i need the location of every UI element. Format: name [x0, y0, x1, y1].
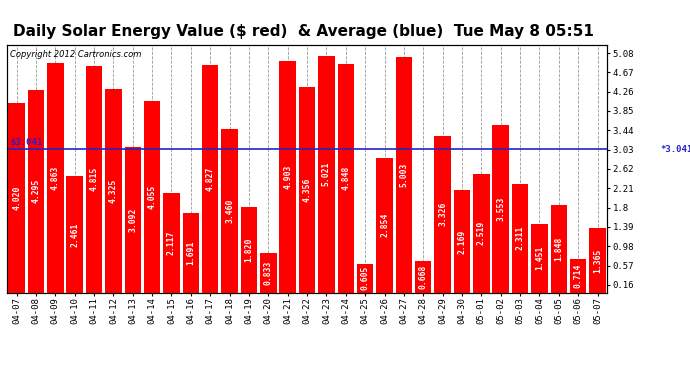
Bar [415, 261, 431, 292]
Text: 0.605: 0.605 [361, 266, 370, 290]
Bar [570, 259, 586, 292]
Bar [28, 90, 44, 292]
Text: 3.553: 3.553 [496, 196, 505, 221]
Text: 4.356: 4.356 [302, 178, 312, 202]
Bar [531, 224, 548, 292]
Text: 4.295: 4.295 [32, 179, 41, 204]
Bar [221, 129, 238, 292]
Text: 2.854: 2.854 [380, 213, 389, 237]
Bar [47, 63, 63, 292]
Text: 3.092: 3.092 [128, 207, 137, 232]
Bar [279, 62, 296, 292]
Text: 4.903: 4.903 [283, 165, 292, 189]
Bar [512, 183, 529, 292]
Text: 2.169: 2.169 [457, 229, 466, 254]
Text: 2.311: 2.311 [515, 226, 524, 250]
Text: 4.055: 4.055 [148, 185, 157, 209]
Text: 2.461: 2.461 [70, 222, 79, 247]
Text: 4.815: 4.815 [90, 167, 99, 191]
Bar [435, 136, 451, 292]
Text: *3.041: *3.041 [660, 145, 690, 154]
Text: 3.460: 3.460 [225, 199, 234, 223]
Bar [202, 65, 219, 292]
Bar [8, 103, 25, 292]
Bar [66, 177, 83, 292]
Bar [124, 147, 141, 292]
Text: 4.827: 4.827 [206, 166, 215, 191]
Text: $3.041: $3.041 [11, 138, 43, 147]
Text: 0.833: 0.833 [264, 261, 273, 285]
Text: 1.848: 1.848 [554, 237, 563, 261]
Text: 2.519: 2.519 [477, 221, 486, 245]
Bar [299, 87, 315, 292]
Text: 0.714: 0.714 [573, 264, 582, 288]
Bar [395, 57, 412, 292]
Bar [241, 207, 257, 292]
Bar [454, 190, 470, 292]
Bar [86, 66, 102, 292]
Text: Copyright 2012 Cartronics.com: Copyright 2012 Cartronics.com [10, 50, 141, 59]
Text: 4.863: 4.863 [51, 166, 60, 190]
Bar [318, 56, 335, 292]
Text: 3.326: 3.326 [438, 202, 447, 226]
Bar [337, 64, 354, 292]
Text: 5.003: 5.003 [400, 162, 408, 187]
Bar [473, 174, 490, 292]
Bar [493, 125, 509, 292]
Bar [376, 158, 393, 292]
Bar [105, 88, 121, 292]
Text: 1.691: 1.691 [186, 240, 195, 265]
Bar [551, 206, 567, 292]
Bar [183, 213, 199, 292]
Text: Daily Solar Energy Value ($ red)  & Average (blue)  Tue May 8 05:51: Daily Solar Energy Value ($ red) & Avera… [13, 24, 594, 39]
Text: 1.820: 1.820 [244, 237, 253, 262]
Bar [260, 253, 277, 292]
Bar [144, 101, 160, 292]
Text: 1.365: 1.365 [593, 248, 602, 273]
Text: 4.325: 4.325 [109, 178, 118, 203]
Text: 1.451: 1.451 [535, 246, 544, 270]
Text: 5.021: 5.021 [322, 162, 331, 186]
Bar [589, 228, 606, 292]
Text: 2.117: 2.117 [167, 230, 176, 255]
Text: 4.848: 4.848 [342, 166, 351, 190]
Text: 0.668: 0.668 [419, 265, 428, 289]
Bar [357, 264, 373, 292]
Bar [164, 193, 179, 292]
Text: 4.020: 4.020 [12, 186, 21, 210]
